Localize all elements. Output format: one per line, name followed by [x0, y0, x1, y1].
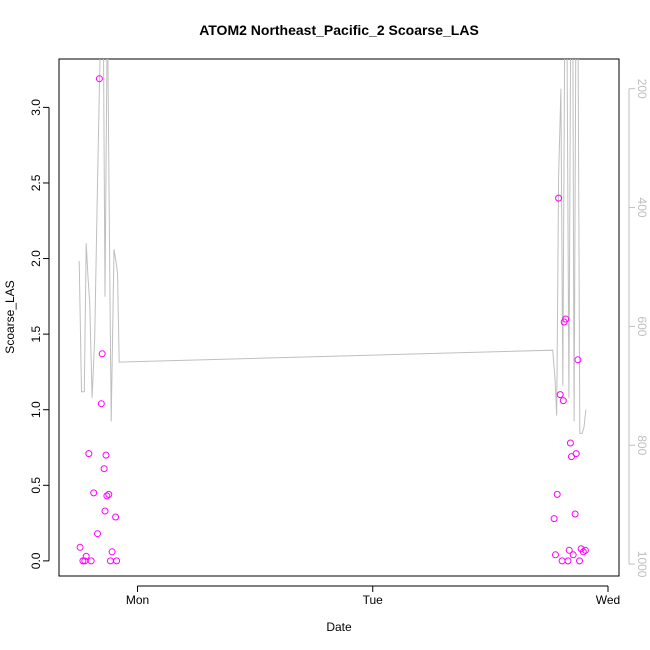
data-point: [556, 391, 564, 399]
data-point: [90, 489, 98, 497]
y2-tick-label: 200: [635, 79, 649, 99]
y-tick-label: 3.0: [29, 99, 43, 116]
data-point: [571, 510, 579, 518]
data-point: [105, 490, 113, 498]
data-point: [553, 490, 561, 498]
y-tick-label: 0.0: [29, 552, 43, 569]
y-axis-label: Scoarse_LAS: [3, 280, 17, 353]
data-point: [555, 194, 563, 202]
data-point: [79, 557, 87, 565]
y-tick-label: 2.5: [29, 174, 43, 191]
y-tick-label: 1.5: [29, 325, 43, 342]
data-point: [552, 551, 559, 559]
data-point: [576, 557, 583, 565]
data-point: [95, 75, 103, 83]
x-tick-label: Mon: [126, 593, 149, 607]
data-point: [559, 397, 567, 405]
y2-tick-label: 600: [635, 316, 649, 336]
data-point: [574, 356, 582, 364]
data-point: [113, 557, 121, 565]
x-tick-label: Tue: [363, 593, 384, 607]
data-point: [76, 543, 84, 551]
y-tick-label: 1.0: [29, 401, 43, 418]
y2-tick-label: 800: [635, 435, 649, 455]
data-point: [106, 557, 114, 565]
data-point: [562, 315, 570, 323]
data-point: [566, 439, 574, 447]
data-point: [572, 450, 580, 458]
data-point: [569, 551, 577, 559]
data-point: [101, 507, 109, 515]
y-axis-right: 200 400 600 800 1000: [628, 79, 649, 578]
y-axis-left: 0.0 0.5 1.0 1.5 2.0 2.5 3.0: [29, 99, 50, 569]
data-point: [558, 557, 566, 565]
depth-line-series: [78, 59, 587, 434]
data-point: [579, 548, 587, 556]
data-point: [108, 548, 116, 556]
data-point: [82, 552, 90, 560]
x-axis: Mon Tue Wed: [126, 585, 620, 607]
y2-tick-label: 1000: [635, 551, 649, 578]
data-point: [98, 350, 106, 358]
plot-frame: [58, 58, 620, 577]
data-point: [103, 492, 111, 500]
data-point: [565, 546, 573, 554]
data-point: [581, 546, 589, 554]
depth-line: [78, 59, 587, 434]
y2-tick-label: 400: [635, 198, 649, 218]
y-tick-label: 0.5: [29, 477, 43, 494]
data-point: [97, 400, 105, 408]
data-point: [87, 557, 95, 565]
data-point: [564, 557, 572, 565]
scatter-point-series: [76, 75, 589, 565]
data-point: [112, 513, 120, 521]
data-point: [102, 451, 110, 459]
x-axis-label: Date: [326, 620, 352, 634]
data-point: [550, 515, 558, 523]
x-tick-label: Wed: [596, 593, 620, 607]
chart-title: ATOM2 Northeast_Pacific_2 Scoarse_LAS: [199, 22, 479, 38]
data-point: [100, 465, 108, 473]
data-point: [94, 530, 101, 538]
y-tick-label: 2.0: [29, 250, 43, 267]
data-point: [85, 450, 93, 458]
